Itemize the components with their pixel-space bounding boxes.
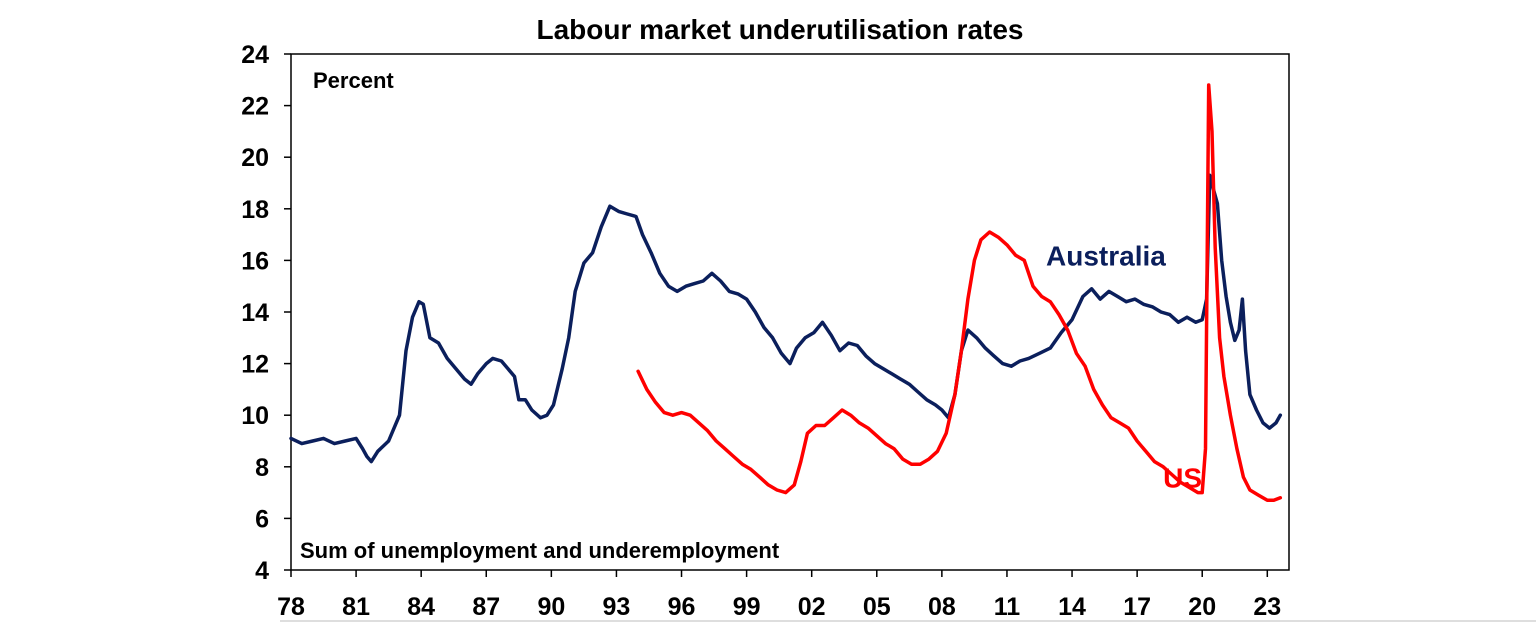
x-axis: 78 81 84 87 90 93 96 99 02 05 08 11 14 17 20 23 bbox=[277, 570, 1281, 621]
x-tick-label: 96 bbox=[668, 593, 696, 621]
y-tick-label: 10 bbox=[241, 402, 269, 430]
y-tick-label: 16 bbox=[241, 247, 269, 275]
x-tick-label: 99 bbox=[733, 593, 761, 621]
y-tick-label: 18 bbox=[241, 196, 269, 224]
x-tick-label: 23 bbox=[1253, 593, 1281, 621]
series-line-australia bbox=[289, 173, 1283, 464]
y-tick-label: 22 bbox=[241, 93, 269, 121]
y-tick-label: 6 bbox=[255, 505, 269, 533]
chart-title: Labour market underutilisation rates bbox=[537, 14, 1024, 45]
x-tick-label: 17 bbox=[1123, 593, 1151, 621]
x-tick-label: 11 bbox=[994, 593, 1021, 621]
series-line-us bbox=[636, 83, 1283, 503]
x-tick-label: 84 bbox=[407, 593, 435, 621]
y-axis: 4 6 8 10 12 14 16 18 20 22 24 bbox=[241, 41, 291, 585]
series-labels: Australia US bbox=[1046, 241, 1202, 494]
x-tick-label: 05 bbox=[863, 593, 891, 621]
y-tick-label: 20 bbox=[241, 144, 269, 172]
x-tick-label: 87 bbox=[472, 593, 500, 621]
plot-area-frame bbox=[290, 53, 1290, 571]
series-lines bbox=[289, 83, 1283, 503]
y-tick-label: 14 bbox=[241, 299, 269, 327]
x-tick-label: 08 bbox=[928, 593, 956, 621]
x-tick-label: 02 bbox=[798, 593, 826, 621]
x-tick-label: 20 bbox=[1188, 593, 1216, 621]
chart-note: Sum of unemployment and underemployment bbox=[300, 538, 780, 563]
series-label-australia: Australia bbox=[1046, 241, 1166, 272]
x-tick-label: 78 bbox=[277, 593, 305, 621]
x-tick-label: 93 bbox=[603, 593, 631, 621]
y-tick-label: 24 bbox=[241, 41, 269, 69]
x-tick-label: 81 bbox=[342, 593, 370, 621]
x-tick-label: 90 bbox=[537, 593, 565, 621]
series-label-us: US bbox=[1163, 462, 1202, 493]
y-tick-label: 8 bbox=[255, 454, 269, 482]
y-unit-label: Percent bbox=[313, 68, 394, 93]
y-tick-label: 12 bbox=[241, 351, 269, 379]
y-tick-label: 4 bbox=[255, 557, 269, 585]
x-tick-label: 14 bbox=[1058, 593, 1086, 621]
